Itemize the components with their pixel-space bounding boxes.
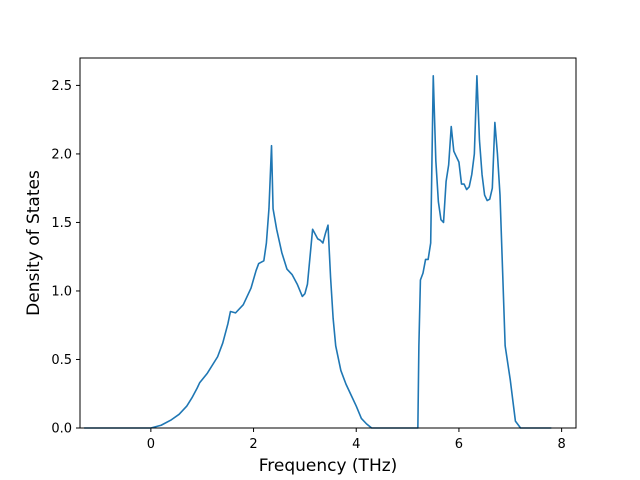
x-tick-label: 8 <box>557 437 565 452</box>
x-tick-label: 0 <box>147 437 155 452</box>
series-line <box>84 75 552 429</box>
y-tick-label: 1.5 <box>51 216 72 231</box>
y-tick-label: 0.0 <box>51 422 72 437</box>
x-tick-label: 2 <box>249 437 257 452</box>
x-tick-label: 6 <box>455 437 463 452</box>
x-tick-label: 4 <box>352 437 360 452</box>
y-tick-label: 2.5 <box>51 79 72 94</box>
plot-frame <box>79 57 577 429</box>
x-axis-label: Frequency (THz) <box>259 456 398 476</box>
y-axis-label: Density of States <box>24 170 44 316</box>
y-tick-label: 0.5 <box>51 353 72 368</box>
x-axis-ticks: 0 2 4 6 8 <box>147 428 566 452</box>
y-axis-ticks: 0.0 0.5 1.0 1.5 2.0 2.5 <box>51 79 80 437</box>
plot-area <box>80 58 576 428</box>
y-tick-label: 1.0 <box>51 284 72 299</box>
y-tick-label: 2.0 <box>51 147 72 162</box>
